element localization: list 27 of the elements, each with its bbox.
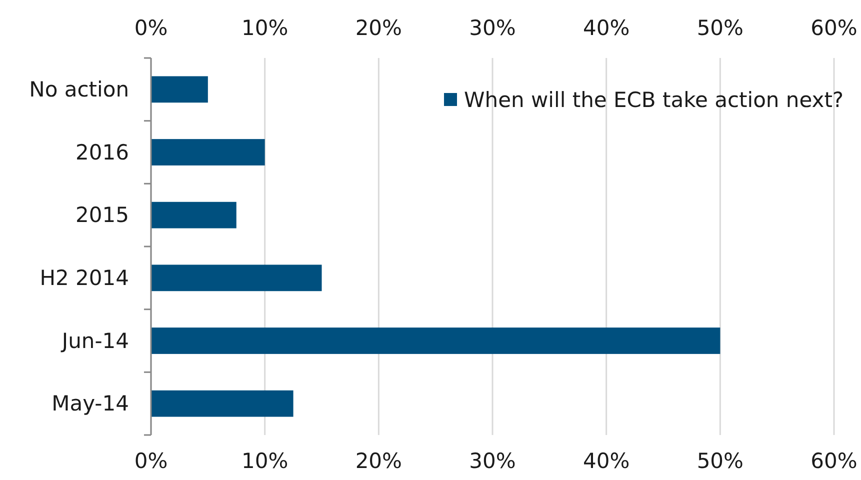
bar [151, 202, 236, 228]
y-tick-label: May-14 [52, 392, 129, 416]
x2-tick-label: 40% [582, 16, 630, 40]
x2-tick-label: 30% [469, 16, 516, 40]
bar [151, 264, 322, 292]
bar [151, 390, 294, 417]
x-tick-label: 60% [810, 449, 858, 473]
y-tick-label: 2015 [76, 203, 129, 228]
x2-tick-label: 60% [810, 16, 858, 40]
legend-label: When will the ECB take action next? [464, 88, 844, 112]
x2-tick-label: 0% [134, 16, 168, 40]
bar [151, 139, 265, 166]
x-tick-label: 20% [355, 449, 402, 473]
y-tick-label: H2 2014 [40, 266, 129, 290]
x-tick-label: 0% [134, 449, 168, 473]
x-tick-label: 10% [241, 449, 288, 473]
x2-tick-label: 50% [696, 16, 744, 40]
x-tick-label: 50% [696, 449, 744, 473]
x-tick-label: 40% [582, 449, 630, 473]
bar [151, 328, 720, 354]
x2-tick-label: 10% [241, 16, 288, 40]
x2-tick-label: 20% [355, 16, 402, 40]
bar [151, 76, 208, 103]
y-tick-label: 2016 [76, 140, 129, 164]
x-tick-label: 30% [469, 449, 516, 473]
y-tick-label: Jun-14 [60, 328, 129, 353]
y-tick-label: No action [29, 77, 129, 102]
